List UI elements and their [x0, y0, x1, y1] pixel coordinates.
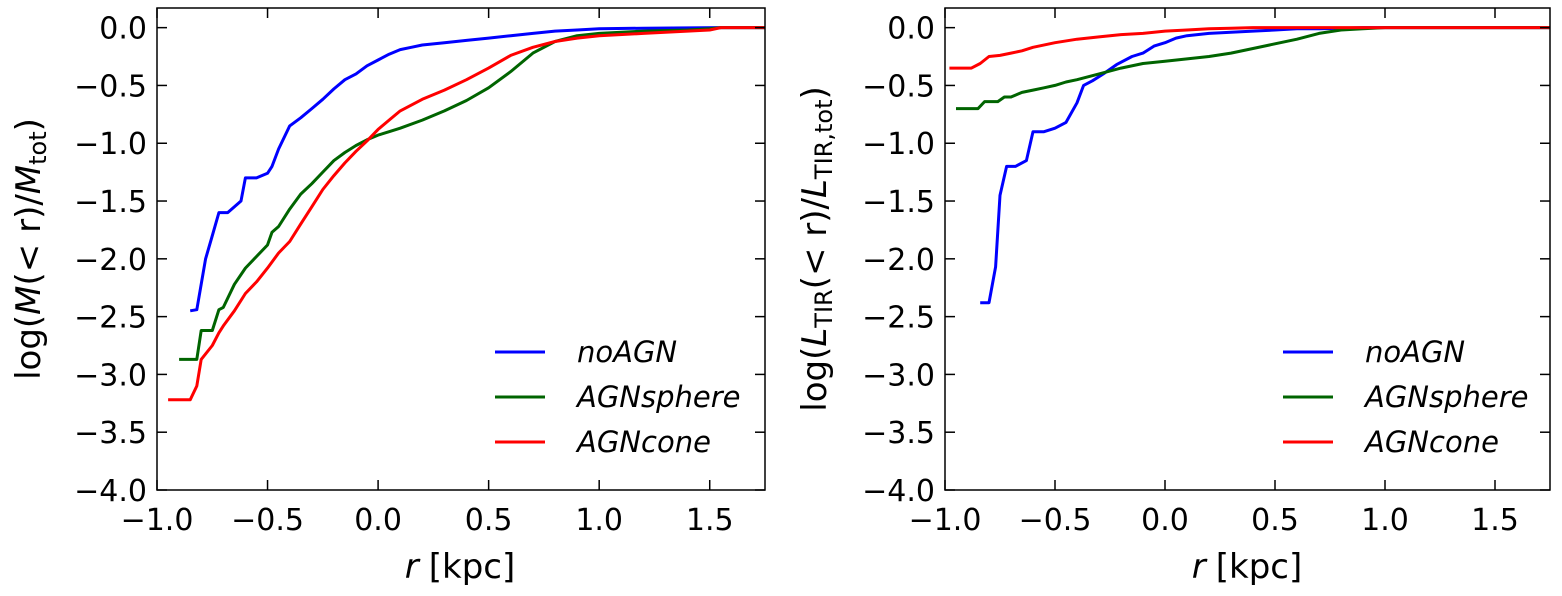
left-y-tick-label: −2.0 [74, 243, 147, 278]
left-y-tick-label: −4.0 [74, 474, 147, 509]
left-series-line-agnsphere [179, 26, 765, 361]
left-legend-label-agnsphere: AGNsphere [575, 380, 741, 414]
left-x-tick-label: 0.5 [465, 503, 513, 538]
left-y-tick-label: −0.5 [74, 69, 147, 104]
right-series-line-agnsphere [956, 26, 1550, 111]
left-x-tick-label: −0.5 [231, 503, 304, 538]
left-y-tick-label: −2.5 [74, 301, 147, 336]
left-legend-label-agncone: AGNcone [575, 425, 711, 459]
left-y-tick-label: −3.0 [74, 358, 147, 393]
right-series-line-noagn [980, 26, 1550, 305]
right-legend-label-agncone: AGNcone [1363, 425, 1499, 459]
right-y-tick-label: −2.5 [862, 301, 935, 336]
left-plot-frame [156, 7, 766, 491]
right-y-axis-label: log(LTIR(< r)/LTIR,tot) [795, 86, 838, 412]
left-legend-label-noagn: noAGN [577, 335, 677, 369]
left-y-tick-label: 0.0 [99, 12, 147, 47]
right-y-tick-label: −3.5 [862, 416, 935, 451]
left-x-tick-label: 0.0 [354, 503, 402, 538]
right-y-tick-label: −2.0 [862, 243, 935, 278]
right-x-tick-label: −0.5 [1019, 503, 1092, 538]
left-series-line-noagn [189, 26, 765, 313]
right-x-tick-label: 1.0 [1361, 503, 1409, 538]
right-y-tick-label: −3.0 [862, 358, 935, 393]
left-x-tick-label: −1.0 [121, 503, 194, 538]
left-y-tick-label: −3.5 [74, 416, 147, 451]
right-x-tick-label: −1.0 [909, 503, 982, 538]
right-legend-label-noagn: noAGN [1365, 335, 1465, 369]
right-y-tick-label: −0.5 [862, 69, 935, 104]
right-y-tick-label: −4.0 [862, 474, 935, 509]
left-y-tick-label: −1.0 [74, 127, 147, 162]
left-y-axis-label: log(M(< r)/Mtot) [9, 118, 52, 380]
right-x-tick-label: 1.5 [1471, 503, 1519, 538]
left-x-tick-label: 1.5 [686, 503, 734, 538]
left-panel: log(M(< r)/Mtot) r [kpc] −1.0 −0.5 0.0 0.5 1.… [9, 7, 766, 587]
right-legend-label-agnsphere: AGNsphere [1363, 380, 1529, 414]
right-y-tick-label: 0.0 [887, 12, 935, 47]
right-y-tick-label: −1.0 [862, 127, 935, 162]
right-plot-frame [944, 7, 1551, 491]
right-x-tick-label: 0.5 [1251, 503, 1299, 538]
right-series-line-agncone [949, 26, 1550, 70]
right-y-tick-label: −1.5 [862, 185, 935, 220]
left-legend: noAGN AGNsphere AGNcone [495, 335, 741, 459]
right-x-tick-label: 0.0 [1141, 503, 1189, 538]
left-series-line-agncone [168, 26, 765, 402]
right-legend: noAGN AGNsphere AGNcone [1283, 335, 1529, 459]
left-x-tick-label: 1.0 [575, 503, 623, 538]
right-panel: log(LTIR(< r)/LTIR,tot) r [kpc] −1.0 −0.5 0… [795, 7, 1551, 587]
left-x-axis-label: r [kpc] [405, 547, 515, 587]
right-x-axis-label: r [kpc] [1192, 547, 1302, 587]
left-y-tick-label: −1.5 [74, 185, 147, 220]
